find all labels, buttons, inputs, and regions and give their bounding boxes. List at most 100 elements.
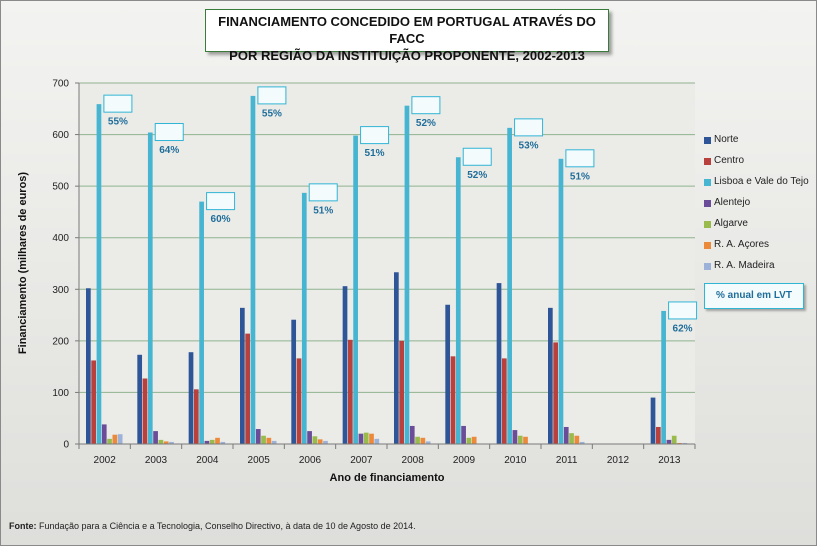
bar: Alentejo 2002: 38 (101, 424, 107, 444)
bar: Centro 2009: 170 (450, 356, 456, 444)
bar: Algarve 2005: 16 (261, 435, 266, 444)
x-tick-label: 2006 (299, 455, 322, 466)
bar: Norte 2008: 333 (394, 272, 399, 444)
chart-title-line-1: FINANCIAMENTO CONCEDIDO EM PORTUGAL ATRA… (218, 14, 596, 46)
x-tick-label: 2008 (402, 455, 425, 466)
x-axis-label: Ano de financiamento (330, 472, 445, 484)
legend-label: Alentejo (714, 197, 751, 208)
legend-item: R. A. Madeira (704, 259, 814, 280)
bar: R. A. Açores 2002: 18 (112, 434, 118, 444)
x-tick-label: 2009 (453, 455, 476, 466)
percent-callout-label: 52% (467, 170, 487, 181)
bar: Alentejo 2004: 6 (204, 440, 210, 444)
bar: Centro 2003: 127 (142, 378, 148, 444)
percent-callout-box (154, 123, 184, 142)
percent-callout-label: 55% (262, 108, 282, 119)
legend-label: R. A. Madeira (714, 260, 775, 271)
percent-callout-box (257, 86, 287, 105)
percent-callout-label: 53% (519, 140, 539, 151)
bar: Algarve 2010: 16 (517, 435, 523, 444)
legend-swatch (704, 263, 711, 270)
bar: Norte 2013: 90 (650, 397, 656, 444)
bar: Alentejo 2010: 27 (512, 430, 518, 444)
chart-title-line-2: POR REGIÃO DA INSTITUIÇÃO PROPONENTE, 20… (229, 48, 585, 63)
legend-swatch (704, 221, 711, 228)
bar: R. A. Madeira 2013: 2 (682, 442, 688, 444)
bar: Alentejo 2006: 25 (307, 431, 312, 444)
bar: R. A. Açores 2007: 20 (369, 433, 374, 444)
percent-callout-box (206, 192, 236, 211)
percent-callout-label: 51% (365, 148, 385, 159)
y-tick-label: 100 (52, 388, 69, 399)
y-tick-label: 500 (52, 182, 69, 193)
y-tick-label: 300 (52, 285, 69, 296)
bar: Lisboa e Vale do Tejo 2003: 604 (147, 132, 153, 444)
bar: Algarve 2003: 8 (158, 439, 164, 444)
percent-callout-box (411, 96, 441, 115)
x-tick-label: 2012 (607, 455, 630, 466)
legend-item: Norte (704, 133, 814, 154)
bar: Centro 2007: 202 (347, 339, 353, 444)
percent-callout-label: 60% (211, 214, 231, 225)
percent-callout: 51% (360, 126, 390, 159)
bar: Alentejo 2005: 29 (255, 429, 261, 444)
bar: Centro 2005: 214 (245, 333, 250, 444)
legend-label: Lisboa e Vale do Tejo (714, 176, 809, 187)
bar: Alentejo 2003: 25 (153, 431, 158, 444)
bar: R. A. Açores 2009: 14 (471, 436, 477, 444)
bar: R. A. Açores 2010: 14 (523, 436, 528, 444)
percent-callout: 64% (154, 123, 184, 156)
bar: R. A. Madeira 2004: 4 (220, 441, 226, 444)
bar: Lisboa e Vale do Tejo 2004: 470 (199, 201, 204, 444)
bar: Algarve 2008: 14 (415, 436, 420, 444)
bar: Algarve 2007: 22 (363, 432, 369, 444)
bar: Centro 2002: 162 (91, 360, 96, 444)
legend-label: Norte (714, 134, 739, 145)
y-tick-label: 700 (52, 79, 69, 90)
percent-callout: 51% (565, 149, 595, 182)
bar: Algarve 2013: 16 (671, 435, 677, 444)
bar: R. A. Açores 2003: 5 (163, 441, 169, 444)
bar: Centro 2011: 197 (553, 342, 558, 444)
bar: R. A. Açores 2006: 9 (317, 439, 323, 444)
bar: Alentejo 2008: 35 (409, 425, 415, 444)
bar: R. A. Madeira 2007: 10 (374, 438, 380, 444)
x-tick-label: 2005 (248, 455, 271, 466)
percent-callout-box (308, 183, 338, 202)
percent-callout-box (103, 94, 133, 113)
bar: Norte 2002: 302 (86, 288, 91, 444)
bar: Norte 2003: 173 (137, 354, 143, 444)
legend-swatch (704, 137, 711, 144)
percent-callout-label: 55% (108, 117, 128, 128)
bar: Norte 2010: 312 (496, 283, 502, 444)
percent-callout-label: 51% (570, 171, 590, 182)
legend-label: Algarve (714, 218, 748, 229)
x-tick-label: 2013 (658, 455, 681, 466)
bar: Lisboa e Vale do Tejo 2005: 675 (250, 95, 256, 445)
bar: Norte 2004: 178 (188, 352, 194, 444)
legend-swatch (704, 179, 711, 186)
percent-callout: 60% (206, 192, 236, 225)
x-tick-label: 2011 (556, 455, 578, 466)
percent-callout-box (514, 118, 544, 137)
bar: Norte 2011: 264 (548, 307, 553, 444)
percent-callout-box (360, 126, 390, 145)
bar: Centro 2013: 33 (655, 426, 661, 444)
bar: R. A. Madeira 2008: 5 (425, 441, 431, 444)
percent-callout: 52% (462, 147, 492, 181)
y-tick-label: 400 (52, 233, 69, 244)
chart-title-box: FINANCIAMENTO CONCEDIDO EM PORTUGAL ATRA… (205, 9, 609, 63)
legend-item: Centro (704, 154, 814, 175)
legend-swatch (704, 158, 711, 165)
source-text: Fundação para a Ciência e a Tecnologia, … (39, 521, 416, 531)
legend-swatch (704, 200, 711, 207)
x-tick-label: 2004 (196, 455, 219, 466)
bar: R. A. Açores 2011: 16 (574, 435, 580, 444)
bar: Lisboa e Vale do Tejo 2006: 487 (301, 192, 307, 444)
bar: Centro 2006: 166 (296, 358, 302, 444)
bar: Alentejo 2013: 8 (666, 439, 672, 444)
bar: Norte 2007: 306 (342, 286, 348, 444)
percent-callout: 55% (257, 86, 287, 119)
bar: R. A. Madeira 2002: 19 (117, 434, 123, 444)
